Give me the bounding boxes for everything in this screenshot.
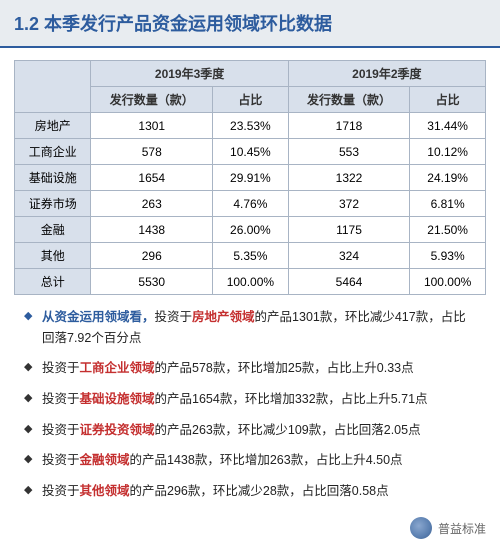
- bullet-lead: 从资金运用领域看，: [42, 310, 155, 324]
- bullet-item: 投资于其他领域的产品296款，环比减少28款，占比回落0.58点: [28, 481, 478, 502]
- cell-q1-pct: 10.45%: [213, 139, 289, 165]
- bullet-item: 投资于证券投资领域的产品263款，环比减少109款，占比回落2.05点: [28, 420, 478, 441]
- bullet-pre: 投资于: [42, 423, 80, 437]
- table-row: 工商企业57810.45%55310.12%: [15, 139, 486, 165]
- cell-q2-qty: 553: [288, 139, 410, 165]
- table-container: 2019年3季度 2019年2季度 发行数量（款） 占比 发行数量（款） 占比 …: [0, 48, 500, 303]
- cell-q1-qty: 1438: [91, 217, 213, 243]
- bullet-item: 投资于基础设施领域的产品1654款，环比增加332款，占比上升5.71点: [28, 389, 478, 410]
- cell-q1-qty: 5530: [91, 269, 213, 295]
- bullet-key: 证券投资领域: [80, 423, 155, 437]
- cell-q2-qty: 1175: [288, 217, 410, 243]
- col-pct2: 占比: [410, 87, 486, 113]
- row-name: 工商企业: [15, 139, 91, 165]
- bullet-post: 的产品1654款，环比增加332款，占比上升5.71点: [155, 392, 428, 406]
- col-pct1: 占比: [213, 87, 289, 113]
- cell-q2-pct: 6.81%: [410, 191, 486, 217]
- row-name: 基础设施: [15, 165, 91, 191]
- bullet-key: 其他领域: [80, 484, 130, 498]
- cell-q1-qty: 578: [91, 139, 213, 165]
- row-name: 证券市场: [15, 191, 91, 217]
- bullet-post: 的产品263款，环比减少109款，占比回落2.05点: [155, 423, 421, 437]
- bullet-post: 的产品296款，环比减少28款，占比回落0.58点: [130, 484, 389, 498]
- bullet-list: 从资金运用领域看，投资于房地产领域的产品1301款，环比减少417款，占比回落7…: [0, 303, 500, 521]
- col-qty2: 发行数量（款）: [288, 87, 410, 113]
- cell-q2-qty: 324: [288, 243, 410, 269]
- bullet-key: 金融领域: [80, 453, 130, 467]
- table-body: 房地产130123.53%171831.44%工商企业57810.45%5531…: [15, 113, 486, 295]
- cell-q2-pct: 10.12%: [410, 139, 486, 165]
- bullet-pre: 投资于: [42, 484, 80, 498]
- cell-q1-qty: 296: [91, 243, 213, 269]
- bullet-post: 的产品1438款，环比增加263款，占比上升4.50点: [130, 453, 403, 467]
- cell-q2-pct: 31.44%: [410, 113, 486, 139]
- cell-q2-pct: 24.19%: [410, 165, 486, 191]
- bullet-item: 从资金运用领域看，投资于房地产领域的产品1301款，环比减少417款，占比回落7…: [28, 307, 478, 348]
- cell-q2-qty: 5464: [288, 269, 410, 295]
- cell-q2-qty: 372: [288, 191, 410, 217]
- table-row: 房地产130123.53%171831.44%: [15, 113, 486, 139]
- table-row: 金融143826.00%117521.50%: [15, 217, 486, 243]
- bullet-key: 基础设施领域: [80, 392, 155, 406]
- cell-q1-pct: 4.76%: [213, 191, 289, 217]
- cell-q1-pct: 29.91%: [213, 165, 289, 191]
- bullet-post: 的产品578款，环比增加25款，占比上升0.33点: [155, 361, 414, 375]
- table-row: 其他2965.35%3245.93%: [15, 243, 486, 269]
- data-table: 2019年3季度 2019年2季度 发行数量（款） 占比 发行数量（款） 占比 …: [14, 60, 486, 295]
- bullet-pre: 投资于: [155, 310, 193, 324]
- brand-name: 普益标准: [438, 520, 486, 537]
- row-name: 其他: [15, 243, 91, 269]
- table-row: 总计5530100.00%5464100.00%: [15, 269, 486, 295]
- cell-q2-pct: 21.50%: [410, 217, 486, 243]
- bullet-pre: 投资于: [42, 361, 80, 375]
- col-corner: [15, 61, 91, 113]
- col-period1: 2019年3季度: [91, 61, 288, 87]
- bullet-pre: 投资于: [42, 392, 80, 406]
- cell-q1-qty: 1654: [91, 165, 213, 191]
- cell-q2-pct: 5.93%: [410, 243, 486, 269]
- bullet-item: 投资于工商企业领域的产品578款，环比增加25款，占比上升0.33点: [28, 358, 478, 379]
- bullet-item: 投资于金融领域的产品1438款，环比增加263款，占比上升4.50点: [28, 450, 478, 471]
- table-row: 基础设施165429.91%132224.19%: [15, 165, 486, 191]
- cell-q1-pct: 100.00%: [213, 269, 289, 295]
- section-header: 1.2 本季发行产品资金运用领域环比数据: [0, 0, 500, 48]
- footer: 普益标准: [410, 517, 486, 539]
- cell-q1-qty: 1301: [91, 113, 213, 139]
- cell-q1-qty: 263: [91, 191, 213, 217]
- cell-q1-pct: 5.35%: [213, 243, 289, 269]
- section-title: 1.2 本季发行产品资金运用领域环比数据: [14, 10, 486, 36]
- cell-q2-qty: 1322: [288, 165, 410, 191]
- cell-q2-pct: 100.00%: [410, 269, 486, 295]
- col-period2: 2019年2季度: [288, 61, 485, 87]
- bullet-key: 房地产领域: [192, 310, 255, 324]
- cell-q1-pct: 26.00%: [213, 217, 289, 243]
- cell-q2-qty: 1718: [288, 113, 410, 139]
- table-row: 证券市场2634.76%3726.81%: [15, 191, 486, 217]
- bullet-pre: 投资于: [42, 453, 80, 467]
- row-name: 金融: [15, 217, 91, 243]
- row-name: 总计: [15, 269, 91, 295]
- bullet-key: 工商企业领域: [80, 361, 155, 375]
- col-qty1: 发行数量（款）: [91, 87, 213, 113]
- row-name: 房地产: [15, 113, 91, 139]
- cell-q1-pct: 23.53%: [213, 113, 289, 139]
- brand-logo-icon: [410, 517, 432, 539]
